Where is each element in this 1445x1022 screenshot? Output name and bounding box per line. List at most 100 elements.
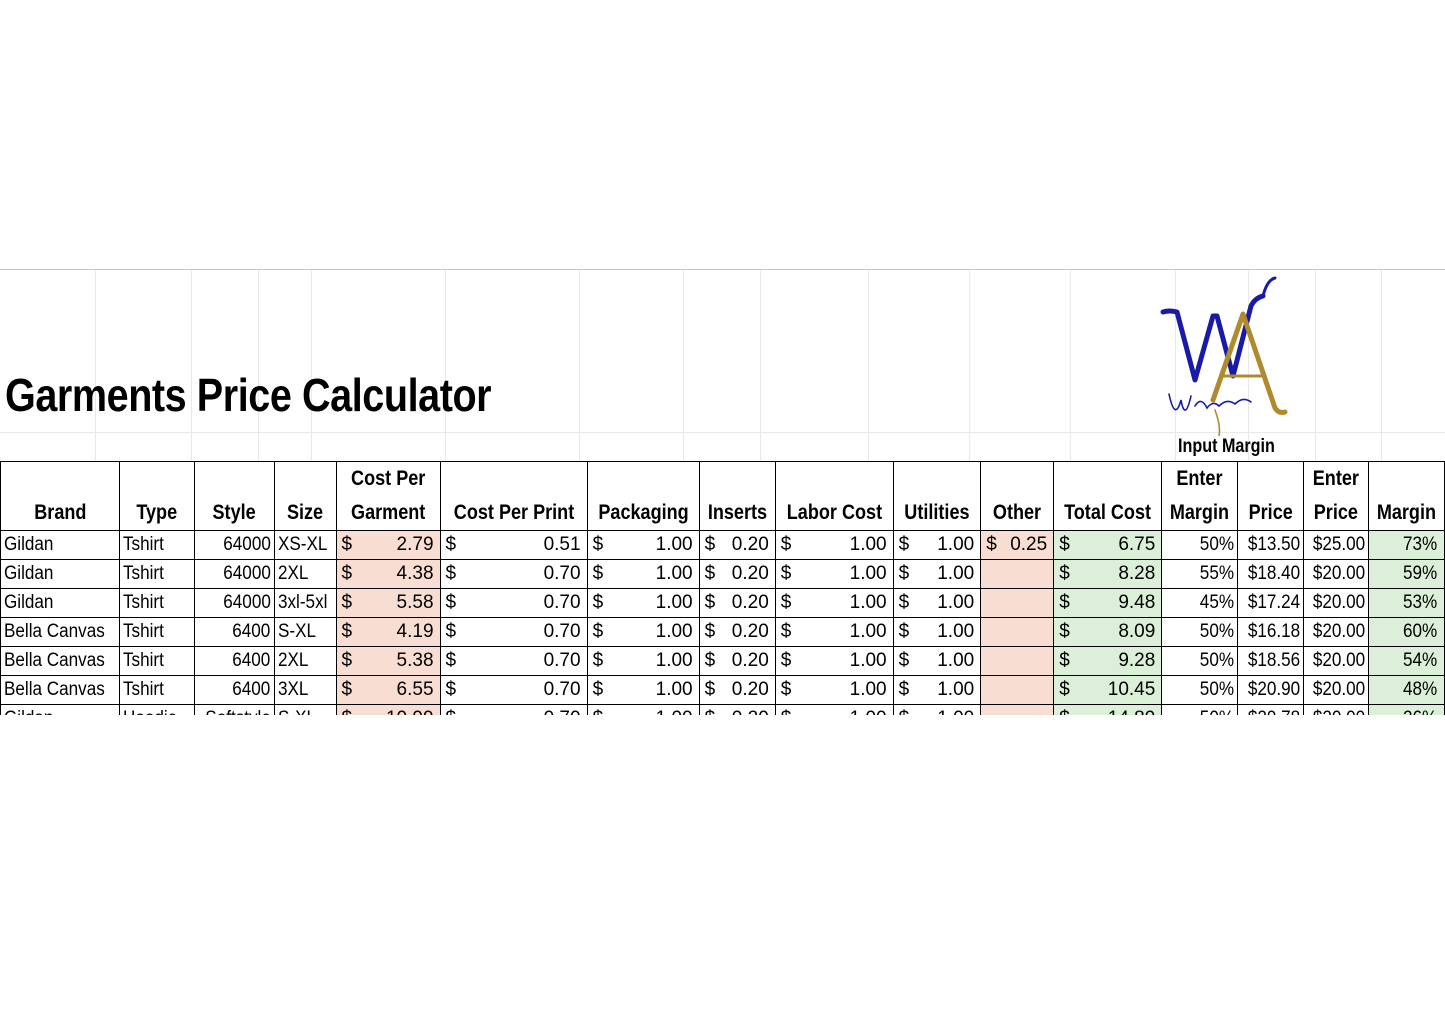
cell-type[interactable]: Tshirt [118, 559, 195, 589]
cell-utilities[interactable]: $1.00 [892, 704, 982, 715]
cell-margin[interactable]: 26% [1368, 704, 1445, 715]
header-total-cost[interactable]: Total Cost [1053, 461, 1163, 531]
cell-cost-per-garment[interactable]: $5.58 [335, 588, 441, 618]
cell-other[interactable] [980, 559, 1055, 589]
cell-enter-price[interactable]: $25.00 [1302, 530, 1370, 560]
cell-packaging[interactable]: $1.00 [586, 588, 700, 618]
cell-style[interactable]: Softstyle [193, 704, 275, 715]
cell-total-cost[interactable]: $8.28 [1053, 559, 1163, 589]
cell-labor-cost[interactable]: $1.00 [774, 704, 894, 715]
cell-inserts[interactable]: $0.20 [698, 646, 776, 676]
cell-labor-cost[interactable]: $1.00 [774, 559, 894, 589]
cell-margin[interactable]: 53% [1368, 588, 1445, 618]
cell-enter-price[interactable]: $20.00 [1302, 646, 1370, 676]
cell-utilities[interactable]: $1.00 [892, 646, 982, 676]
cell-utilities[interactable]: $1.00 [892, 675, 982, 705]
cell-labor-cost[interactable]: $1.00 [774, 646, 894, 676]
cell-brand[interactable]: Gildan [0, 559, 120, 589]
cell-labor-cost[interactable]: $1.00 [774, 675, 894, 705]
cell-brand[interactable]: Gildan [0, 530, 120, 560]
cell-other[interactable] [980, 675, 1055, 705]
cell-labor-cost[interactable]: $1.00 [774, 617, 894, 647]
cell-enter-price[interactable]: $20.00 [1302, 675, 1370, 705]
cell-cost-per-print[interactable]: $0.70 [439, 646, 588, 676]
cell-margin[interactable]: 54% [1368, 646, 1445, 676]
cell-price[interactable]: $20.90 [1237, 675, 1304, 705]
cell-inserts[interactable]: $0.20 [698, 559, 776, 589]
cell-enter-price[interactable]: $20.00 [1302, 588, 1370, 618]
cell-total-cost[interactable]: $6.75 [1053, 530, 1163, 560]
cell-price[interactable]: $18.40 [1237, 559, 1304, 589]
cell-inserts[interactable]: $0.20 [698, 530, 776, 560]
header-inserts[interactable]: Inserts [698, 461, 776, 531]
cell-brand[interactable]: Gildan [0, 704, 120, 715]
header-enter-price[interactable]: Enter Price [1302, 461, 1370, 531]
cell-inserts[interactable]: $0.20 [698, 675, 776, 705]
cell-labor-cost[interactable]: $1.00 [774, 588, 894, 618]
cell-cost-per-print[interactable]: $0.70 [439, 588, 588, 618]
header-other[interactable]: Other [980, 461, 1055, 531]
cell-total-cost[interactable]: $9.28 [1053, 646, 1163, 676]
cell-inserts[interactable]: $0.20 [698, 704, 776, 715]
cell-cost-per-garment[interactable]: $6.55 [335, 675, 441, 705]
cell-cost-per-garment[interactable]: $10.99 [335, 704, 441, 715]
cell-style[interactable]: 6400 [193, 646, 275, 676]
cell-enter-margin[interactable]: 50% [1161, 675, 1239, 705]
cell-cost-per-print[interactable]: $0.70 [439, 704, 588, 715]
cell-brand[interactable]: Bella Canvas [0, 675, 120, 705]
cell-type[interactable]: Tshirt [118, 646, 195, 676]
cell-packaging[interactable]: $1.00 [586, 559, 700, 589]
cell-utilities[interactable]: $1.00 [892, 530, 982, 560]
cell-margin[interactable]: 59% [1368, 559, 1445, 589]
header-enter-margin[interactable]: Enter Margin [1161, 461, 1239, 531]
header-utilities[interactable]: Utilities [892, 461, 982, 531]
cell-enter-price[interactable]: $20.00 [1302, 559, 1370, 589]
header-cost-per-garment[interactable]: Cost Per Garment [335, 461, 441, 531]
cell-price[interactable]: $17.24 [1237, 588, 1304, 618]
header-style[interactable]: Style [193, 461, 275, 531]
cell-margin[interactable]: 73% [1368, 530, 1445, 560]
cell-cost-per-print[interactable]: $0.51 [439, 530, 588, 560]
cell-utilities[interactable]: $1.00 [892, 588, 982, 618]
cell-type[interactable]: Hoodie [118, 704, 195, 715]
cell-type[interactable]: Tshirt [118, 588, 195, 618]
cell-type[interactable]: Tshirt [118, 675, 195, 705]
cell-size[interactable]: 2XL [273, 559, 337, 589]
cell-margin[interactable]: 48% [1368, 675, 1445, 705]
cell-enter-margin[interactable]: 50% [1161, 617, 1239, 647]
cell-brand[interactable]: Bella Canvas [0, 617, 120, 647]
cell-labor-cost[interactable]: $1.00 [774, 530, 894, 560]
cell-style[interactable]: 64000 [193, 588, 275, 618]
cell-other[interactable] [980, 617, 1055, 647]
cell-style[interactable]: 6400 [193, 675, 275, 705]
cell-price[interactable]: $16.18 [1237, 617, 1304, 647]
cell-utilities[interactable]: $1.00 [892, 559, 982, 589]
cell-packaging[interactable]: $1.00 [586, 617, 700, 647]
cell-size[interactable]: S-XL [273, 617, 337, 647]
cell-packaging[interactable]: $1.00 [586, 675, 700, 705]
cell-cost-per-print[interactable]: $0.70 [439, 617, 588, 647]
cell-total-cost[interactable]: $8.09 [1053, 617, 1163, 647]
cell-inserts[interactable]: $0.20 [698, 588, 776, 618]
cell-enter-margin[interactable]: 55% [1161, 559, 1239, 589]
cell-enter-price[interactable]: $20.00 [1302, 704, 1370, 715]
cell-other[interactable] [980, 588, 1055, 618]
cell-margin[interactable]: 60% [1368, 617, 1445, 647]
cell-cost-per-garment[interactable]: $4.19 [335, 617, 441, 647]
cell-enter-margin[interactable]: 45% [1161, 588, 1239, 618]
cell-style[interactable]: 64000 [193, 530, 275, 560]
cell-cost-per-print[interactable]: $0.70 [439, 675, 588, 705]
cell-total-cost[interactable]: $9.48 [1053, 588, 1163, 618]
cell-other[interactable] [980, 646, 1055, 676]
cell-cost-per-garment[interactable]: $4.38 [335, 559, 441, 589]
cell-size[interactable]: 3XL [273, 675, 337, 705]
header-margin[interactable]: Margin [1368, 461, 1445, 531]
cell-other[interactable] [980, 704, 1055, 715]
cell-other[interactable]: $0.25 [980, 530, 1055, 560]
cell-enter-price[interactable]: $20.00 [1302, 617, 1370, 647]
cell-inserts[interactable]: $0.20 [698, 617, 776, 647]
header-size[interactable]: Size [273, 461, 337, 531]
cell-total-cost[interactable]: $10.45 [1053, 675, 1163, 705]
cell-size[interactable]: S-XL [273, 704, 337, 715]
cell-price[interactable]: $29.78 [1237, 704, 1304, 715]
